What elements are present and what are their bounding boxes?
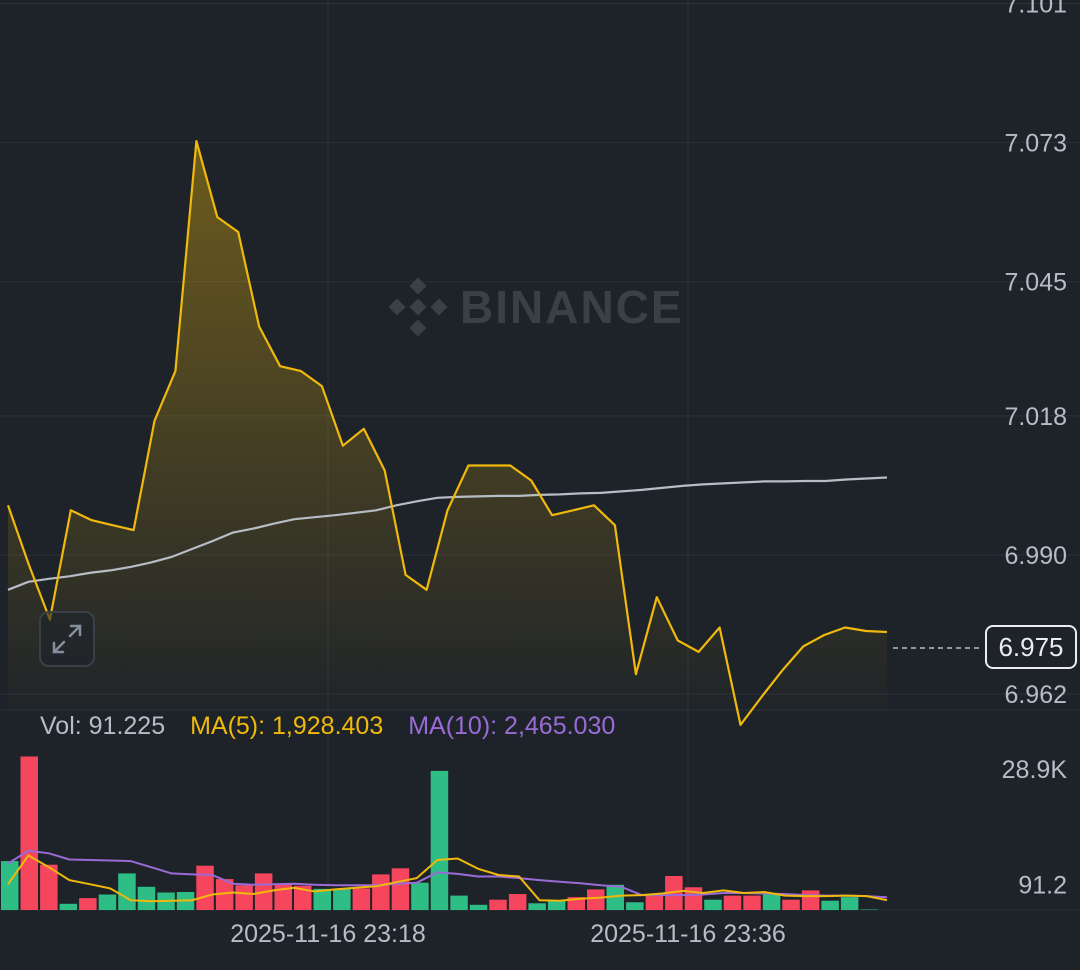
price-tick-label: 7.018 [1004, 403, 1067, 431]
volume-bar [294, 885, 312, 910]
time-tick-label: 2025-11-16 23:36 [590, 920, 786, 948]
volume-bar [782, 899, 800, 910]
volume-bar [606, 884, 624, 910]
volume-bar [587, 889, 605, 910]
ma-line [7, 476, 888, 591]
price-tick-label: 6.990 [1004, 542, 1067, 570]
volume-bar [59, 903, 78, 910]
volume-bar [235, 885, 253, 910]
axis-labels: 7.101 7.073 7.045 7.018 6.990 6.962 28.9K 91.2 2… [230, 0, 1067, 948]
volume-bar [391, 868, 410, 910]
volume-bar [528, 903, 546, 910]
volume-bar [547, 900, 566, 910]
price-line [6, 140, 888, 726]
ma-series-line [7, 476, 888, 591]
expand-arrows-icon [52, 624, 82, 654]
volume-bar [215, 879, 234, 910]
volume-bar [313, 888, 331, 910]
volume-bars [1, 756, 878, 910]
time-tick-label: 2025-11-16 23:18 [230, 920, 426, 948]
volume-legend: Vol: 91.225 MA(5): 1,928.403 MA(10): 2,4… [40, 712, 633, 741]
current-price-tag: 6.975 [985, 625, 1077, 669]
price-series-line [6, 140, 888, 726]
price-tick-label: 7.073 [1004, 130, 1067, 158]
volume-bar [489, 899, 507, 910]
legend-ma10: MA(10): 2,465.030 [408, 712, 616, 740]
volume-bar [333, 888, 351, 910]
price-tick-label: 7.101 [1004, 0, 1067, 18]
volume-bar [196, 865, 214, 910]
volume-bar [450, 895, 468, 910]
volume-bar [20, 756, 38, 910]
volume-bar [645, 895, 664, 910]
volume-bar [840, 897, 859, 910]
expand-button[interactable] [39, 611, 95, 667]
volume-tick-label: 91.2 [1018, 872, 1067, 900]
volume-bar [137, 886, 156, 910]
price-tick-label: 7.045 [1004, 269, 1067, 297]
volume-bar [723, 895, 742, 910]
volume-bar [743, 895, 761, 910]
volume-bar [372, 874, 390, 910]
volume-ma-lines [7, 849, 888, 903]
volume-bar [704, 899, 722, 910]
watermark-text: BINANCE [460, 281, 684, 333]
volume-bar [801, 890, 820, 910]
volume-bar [469, 904, 488, 910]
volume-tick-label: 28.9K [1002, 756, 1068, 784]
volume-bar [79, 898, 97, 910]
volume-bar [860, 909, 878, 910]
price-area-fill [8, 141, 887, 725]
volume-bar [508, 894, 527, 910]
volume-bar [352, 888, 371, 910]
volume-bar [626, 902, 644, 910]
volume-bar [40, 864, 58, 910]
legend-ma5: MA(5): 1,928.403 [190, 712, 384, 740]
legend-vol: Vol: 91.225 [40, 712, 166, 740]
price-area [8, 141, 887, 725]
volume-bar [1, 861, 19, 910]
binance-watermark: BINANCE [388, 277, 684, 337]
volume-bar [821, 900, 839, 910]
volume-bar [118, 873, 136, 910]
volume-bar [430, 770, 449, 910]
volume-bar [762, 893, 781, 910]
volume-bar [98, 894, 117, 910]
volume-bar [411, 882, 429, 910]
volume-ma5-line [7, 854, 888, 903]
price-tick-label: 6.962 [1004, 681, 1067, 709]
binance-logo-icon [388, 277, 448, 337]
